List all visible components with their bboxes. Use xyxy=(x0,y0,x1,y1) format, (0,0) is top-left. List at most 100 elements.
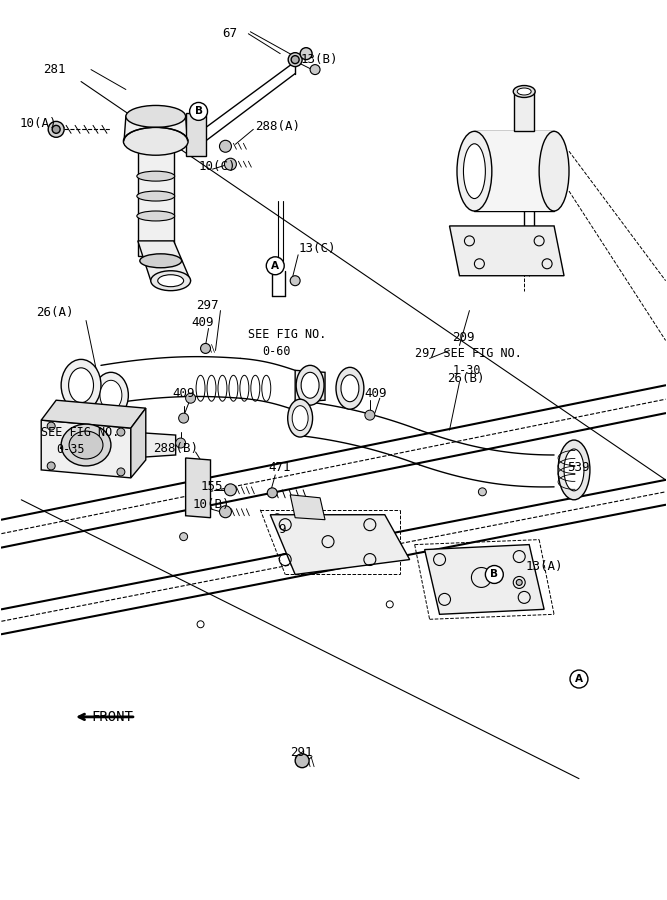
Polygon shape xyxy=(41,420,131,478)
Text: A: A xyxy=(271,261,279,271)
Text: 409: 409 xyxy=(365,387,388,400)
Circle shape xyxy=(52,125,60,133)
Circle shape xyxy=(47,462,55,470)
Ellipse shape xyxy=(301,373,319,398)
Circle shape xyxy=(201,344,211,354)
Ellipse shape xyxy=(137,191,175,201)
Circle shape xyxy=(185,393,195,403)
Text: 409: 409 xyxy=(173,387,195,400)
Ellipse shape xyxy=(137,171,175,181)
Polygon shape xyxy=(514,92,534,131)
Ellipse shape xyxy=(151,271,191,291)
Circle shape xyxy=(48,122,64,138)
Circle shape xyxy=(288,53,302,67)
Text: 297: 297 xyxy=(197,299,219,312)
Text: FRONT: FRONT xyxy=(91,710,133,724)
Text: 13(A): 13(A) xyxy=(525,560,563,573)
Text: 1-30: 1-30 xyxy=(452,364,481,377)
Polygon shape xyxy=(185,458,211,518)
Ellipse shape xyxy=(457,131,492,211)
Circle shape xyxy=(225,158,236,170)
Polygon shape xyxy=(290,495,325,519)
Polygon shape xyxy=(124,116,187,143)
Circle shape xyxy=(291,56,299,64)
Ellipse shape xyxy=(61,359,101,411)
Text: SEE FIG NO.: SEE FIG NO. xyxy=(248,328,327,341)
Text: 288(B): 288(B) xyxy=(153,442,197,454)
Polygon shape xyxy=(138,149,173,256)
Text: 0-60: 0-60 xyxy=(262,345,291,358)
Text: A: A xyxy=(575,674,583,684)
Text: 209: 209 xyxy=(452,331,475,344)
Ellipse shape xyxy=(100,381,122,410)
Circle shape xyxy=(365,410,375,420)
Polygon shape xyxy=(41,400,146,428)
Text: 10(C): 10(C) xyxy=(199,159,236,173)
Ellipse shape xyxy=(292,406,308,430)
Circle shape xyxy=(225,484,236,496)
Text: 539: 539 xyxy=(567,462,590,474)
Ellipse shape xyxy=(296,365,324,405)
Polygon shape xyxy=(450,226,564,275)
Text: B: B xyxy=(195,106,203,116)
Circle shape xyxy=(179,413,189,423)
Ellipse shape xyxy=(93,373,128,418)
Text: B: B xyxy=(490,570,498,580)
Circle shape xyxy=(179,533,187,541)
Ellipse shape xyxy=(513,86,535,97)
Text: 409: 409 xyxy=(191,316,214,329)
Polygon shape xyxy=(138,241,191,281)
Polygon shape xyxy=(295,370,325,402)
Circle shape xyxy=(486,565,504,583)
Ellipse shape xyxy=(140,254,181,268)
Text: 155: 155 xyxy=(201,481,223,493)
Text: 13(B): 13(B) xyxy=(300,53,338,66)
Text: SEE FIG NO.: SEE FIG NO. xyxy=(41,426,119,438)
Text: 281: 281 xyxy=(43,63,66,76)
Circle shape xyxy=(570,670,588,688)
Text: 471: 471 xyxy=(268,462,291,474)
Circle shape xyxy=(273,514,281,522)
Text: 10(B): 10(B) xyxy=(193,499,230,511)
Circle shape xyxy=(47,422,55,430)
Ellipse shape xyxy=(123,127,188,155)
Ellipse shape xyxy=(126,105,185,127)
Circle shape xyxy=(117,468,125,476)
Ellipse shape xyxy=(69,368,93,402)
Ellipse shape xyxy=(287,400,313,437)
Text: 297 SEE FIG NO.: 297 SEE FIG NO. xyxy=(415,346,522,360)
Circle shape xyxy=(189,103,207,121)
Ellipse shape xyxy=(137,211,175,221)
Ellipse shape xyxy=(539,131,569,211)
Ellipse shape xyxy=(464,144,486,199)
Circle shape xyxy=(290,275,300,285)
Polygon shape xyxy=(131,432,175,458)
Ellipse shape xyxy=(517,88,531,95)
Circle shape xyxy=(478,488,486,496)
Ellipse shape xyxy=(69,431,103,459)
Circle shape xyxy=(516,580,522,585)
Circle shape xyxy=(267,488,277,498)
Polygon shape xyxy=(131,409,146,478)
Text: 0-35: 0-35 xyxy=(56,443,85,455)
Text: 13(C): 13(C) xyxy=(298,242,336,256)
Ellipse shape xyxy=(564,449,584,491)
Ellipse shape xyxy=(558,440,590,500)
Text: 9: 9 xyxy=(278,523,285,536)
Polygon shape xyxy=(185,113,205,157)
Polygon shape xyxy=(270,515,410,574)
Polygon shape xyxy=(425,544,544,615)
Circle shape xyxy=(562,472,570,481)
Circle shape xyxy=(300,48,312,59)
Circle shape xyxy=(219,140,231,152)
Ellipse shape xyxy=(341,374,359,401)
Polygon shape xyxy=(474,131,554,211)
Text: 67: 67 xyxy=(223,27,237,40)
Circle shape xyxy=(219,506,231,518)
Circle shape xyxy=(266,256,284,274)
Ellipse shape xyxy=(157,274,183,287)
Text: 10(A): 10(A) xyxy=(19,117,57,130)
Text: 26(B): 26(B) xyxy=(448,372,485,385)
Circle shape xyxy=(117,428,125,436)
Ellipse shape xyxy=(61,424,111,466)
